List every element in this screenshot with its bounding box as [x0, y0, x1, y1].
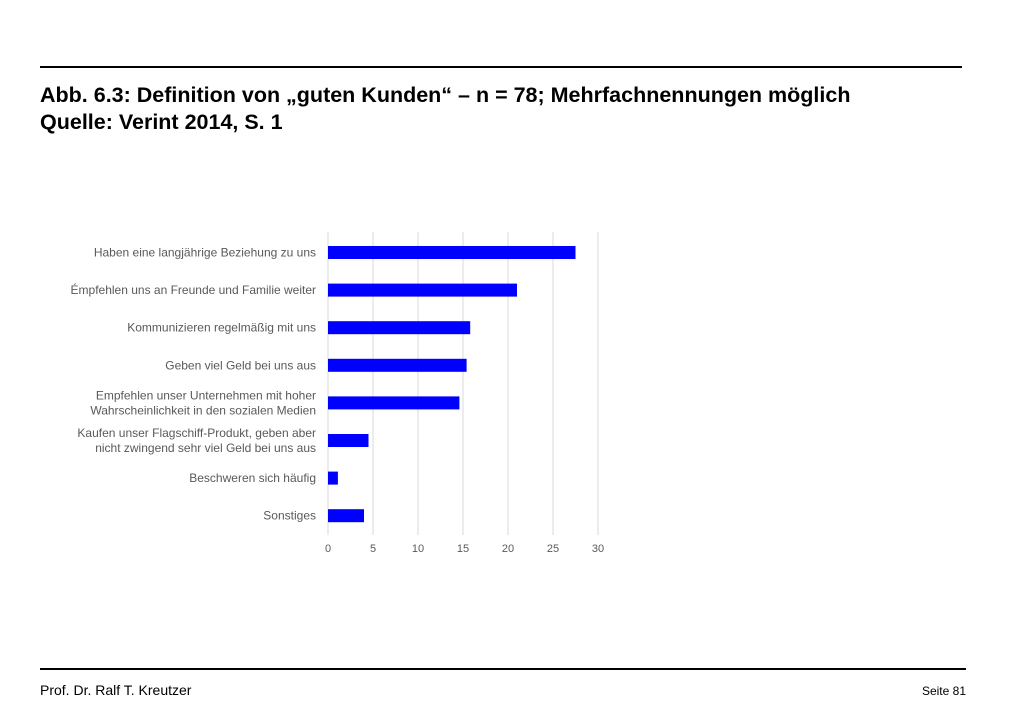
bar [328, 358, 467, 372]
bar [328, 396, 460, 410]
x-tick-label: 20 [502, 543, 514, 555]
bar [328, 283, 517, 297]
slide-title-source: Quelle: Verint 2014, S. 1 [40, 110, 283, 134]
x-tick-label: 30 [592, 543, 604, 555]
bar [328, 471, 338, 485]
footer-page-number: Seite 81 [921, 684, 966, 698]
category-label: Wahrscheinlichkeit in den sozialen Medie… [90, 403, 316, 417]
x-tick-label: 5 [370, 543, 376, 555]
bar [328, 321, 471, 335]
x-tick-label: 0 [325, 543, 331, 555]
category-label: Beschweren sich häufig [189, 471, 316, 485]
category-label: nicht zwingend sehr viel Geld bei uns au… [95, 441, 316, 455]
category-label: Kaufen unser Flagschiff-Produkt, geben a… [77, 426, 316, 440]
slide-title: Abb. 6.3: Definition von „guten Kunden“ … [40, 82, 990, 136]
x-tick-label: 25 [547, 543, 559, 555]
bar [328, 434, 369, 447]
category-label: Haben eine langjährige Beziehung zu uns [94, 246, 316, 260]
bar [328, 246, 576, 259]
category-label: Kommunizieren regelmäßig mit uns [127, 321, 316, 335]
category-label: Sonstiges [263, 509, 316, 523]
bottom-divider [40, 668, 966, 670]
bar [328, 509, 364, 523]
footer-author: Prof. Dr. Ralf T. Kreutzer [40, 682, 192, 698]
x-tick-label: 15 [457, 543, 469, 555]
top-divider [40, 66, 962, 68]
x-tick-label: 10 [412, 543, 424, 555]
category-label: Geben viel Geld bei uns aus [165, 358, 316, 372]
category-label: Émpfehlen uns an Freunde und Familie wei… [71, 282, 316, 297]
slide-title-line-1: Abb. 6.3: Definition von „guten Kunden“ … [40, 83, 851, 107]
category-label: Empfehlen unser Unternehmen mit hoher [96, 388, 316, 402]
